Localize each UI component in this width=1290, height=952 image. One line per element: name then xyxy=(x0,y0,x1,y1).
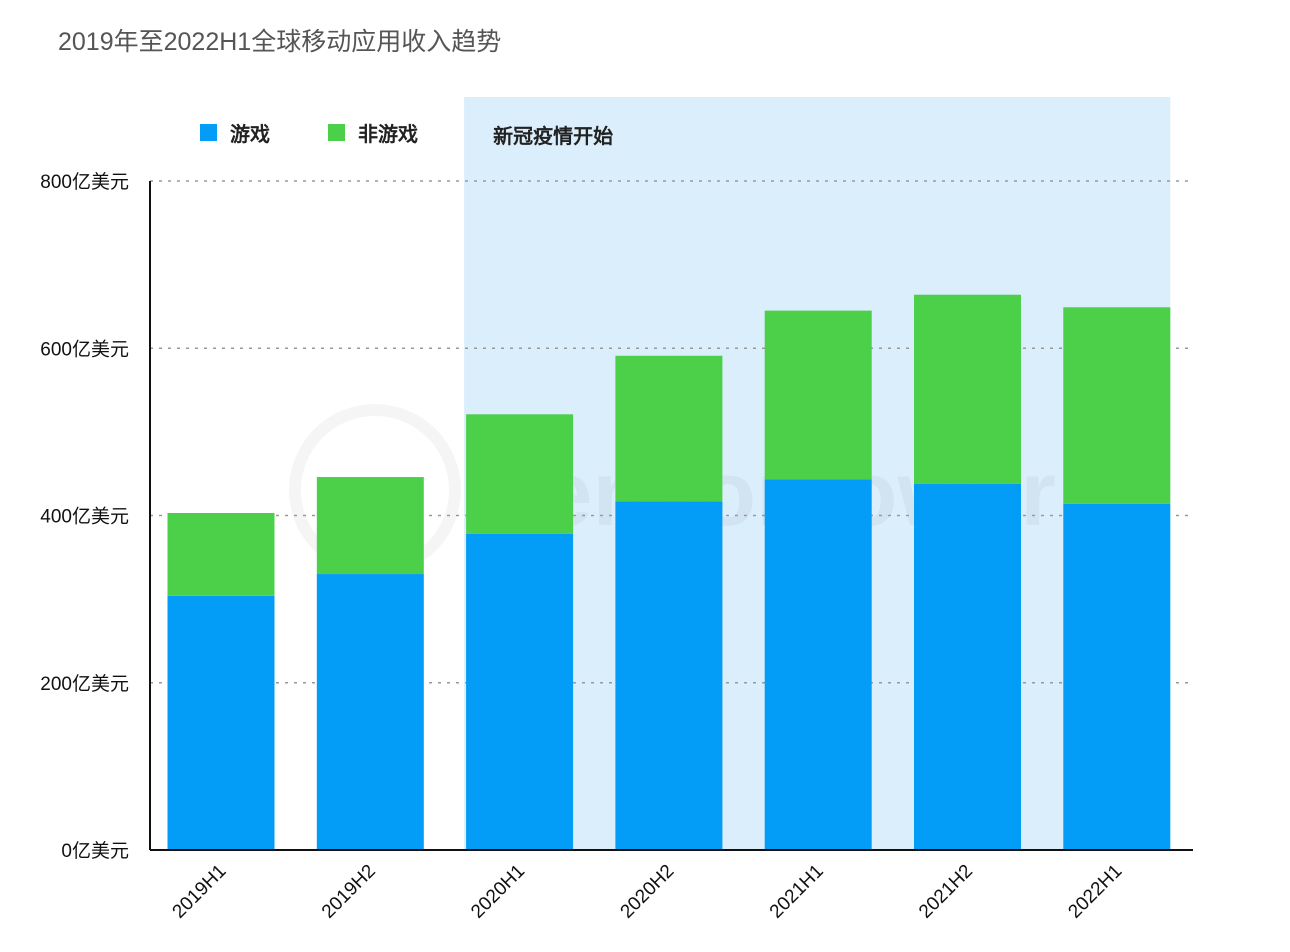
bar-nongame xyxy=(1063,307,1171,504)
bar-game xyxy=(466,533,574,850)
y-tick-label: 0亿美元 xyxy=(61,840,129,862)
bar-game xyxy=(167,595,275,850)
chart-title: 2019年至2022H1全球移动应用收入趋势 xyxy=(58,28,502,56)
x-tick-label: 2019H2 xyxy=(318,861,380,923)
y-tick-label: 800亿美元 xyxy=(40,171,129,193)
bar-game xyxy=(764,479,872,850)
bar-nongame xyxy=(466,414,574,534)
bar-game xyxy=(1063,503,1171,850)
x-tick-label: 2019H1 xyxy=(169,861,231,923)
bar-game xyxy=(914,483,1021,850)
bar-game xyxy=(316,574,424,850)
x-tick-label: 2020H2 xyxy=(617,861,679,923)
bar-nongame xyxy=(167,512,275,596)
bar-nongame xyxy=(764,310,872,480)
y-tick-label: 400亿美元 xyxy=(40,506,129,528)
bar-nongame xyxy=(316,477,424,575)
y-tick-label: 200亿美元 xyxy=(40,673,129,695)
bar-nongame xyxy=(914,294,1021,484)
x-tick-label: 2021H1 xyxy=(766,861,828,923)
bar-nongame xyxy=(615,355,723,502)
legend-swatch xyxy=(200,124,217,141)
legend-swatch xyxy=(328,124,345,141)
y-tick-label: 600亿美元 xyxy=(40,338,129,360)
x-tick-label: 2021H2 xyxy=(915,861,977,923)
legend-label: 游戏 xyxy=(230,122,270,146)
annotation-label: 新冠疫情开始 xyxy=(493,124,613,148)
bar-game xyxy=(615,501,723,850)
x-tick-label: 2020H1 xyxy=(467,861,529,923)
legend-label: 非游戏 xyxy=(358,122,418,146)
x-tick-label: 2022H1 xyxy=(1064,861,1126,923)
